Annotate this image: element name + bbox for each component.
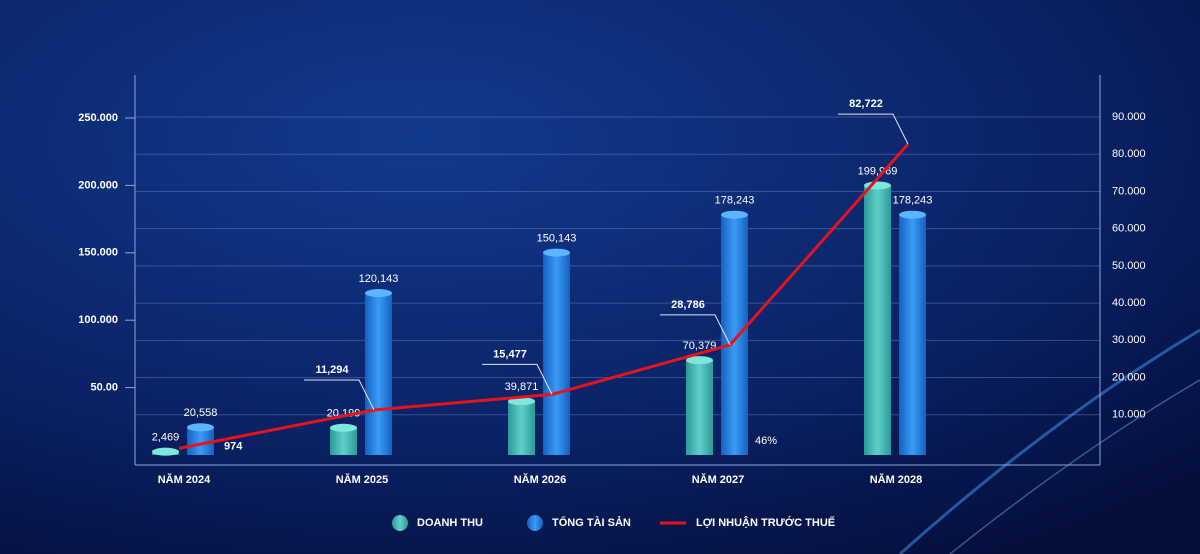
bar [330, 427, 357, 455]
legend-swatch [527, 515, 543, 531]
y-tick-label: 150.000 [78, 247, 118, 259]
cylinder-top [899, 210, 926, 219]
x-tick-label: NĂM 2026 [514, 473, 567, 486]
legend-label: DOANH THU [417, 517, 483, 529]
value-label: 82,722 [849, 98, 883, 110]
value-label: 28,786 [671, 299, 705, 311]
value-label: 178,243 [715, 195, 755, 207]
bar [686, 360, 713, 455]
x-tick-label: NĂM 2025 [336, 473, 389, 486]
line [178, 143, 910, 450]
value-label: 178,243 [893, 195, 933, 207]
y2-tick-label: 50.000 [1112, 260, 1146, 272]
decor-arc [899, 328, 1200, 554]
value-label: 2,469 [152, 432, 180, 444]
leader-line [482, 363, 553, 395]
cylinder-top [365, 289, 392, 298]
cylinder-top [543, 248, 570, 257]
bar [508, 401, 535, 455]
cylinder-top [330, 423, 357, 432]
value-label: 120,143 [359, 273, 399, 285]
value-label: 20,558 [184, 407, 218, 419]
value-label: 11,294 [315, 364, 349, 376]
legend-swatch [392, 515, 408, 531]
leader-line [660, 314, 731, 346]
x-tick-label: NĂM 2027 [692, 473, 745, 486]
value-label: 70,379 [683, 340, 717, 352]
x-tick-label: NĂM 2028 [870, 473, 923, 486]
y2-tick-label: 60.000 [1112, 223, 1146, 235]
cylinder-top [187, 423, 214, 432]
y2-tick-label: 10.000 [1112, 409, 1146, 421]
value-label: 199,969 [858, 165, 898, 177]
y2-tick-label: 90.000 [1112, 111, 1146, 123]
cylinder-top [508, 397, 535, 406]
y-tick-label: 50.00 [90, 382, 118, 394]
legend-label: LỢI NHUẬN TRƯỚC THUẾ [696, 516, 835, 529]
y2-tick-label: 30.000 [1112, 334, 1146, 346]
annotation: 46% [755, 435, 777, 447]
cylinder-top [721, 210, 748, 219]
cylinder-top [686, 356, 713, 365]
leader-line [304, 379, 375, 411]
value-label: 15,477 [493, 348, 527, 360]
x-tick-label: NĂM 2024 [158, 473, 211, 486]
y2-tick-label: 70.000 [1112, 185, 1146, 197]
y2-tick-label: 80.000 [1112, 148, 1146, 160]
y-tick-label: 250.000 [78, 112, 118, 124]
decor-arc [949, 379, 1200, 554]
y2-tick-label: 20.000 [1112, 371, 1146, 383]
bar [543, 252, 570, 455]
y-tick-label: 100.000 [78, 314, 118, 326]
y-tick-label: 200.000 [78, 179, 118, 191]
leader-line [838, 113, 909, 145]
value-label: 974 [224, 440, 243, 452]
y2-tick-label: 40.000 [1112, 297, 1146, 309]
cylinder-top [152, 447, 179, 456]
bar [899, 214, 926, 455]
bar [864, 185, 891, 456]
legend-label: TỔNG TÀI SẢN [552, 516, 631, 529]
bar [365, 293, 392, 455]
value-label: 39,871 [505, 381, 539, 393]
value-label: 150,143 [537, 233, 577, 245]
